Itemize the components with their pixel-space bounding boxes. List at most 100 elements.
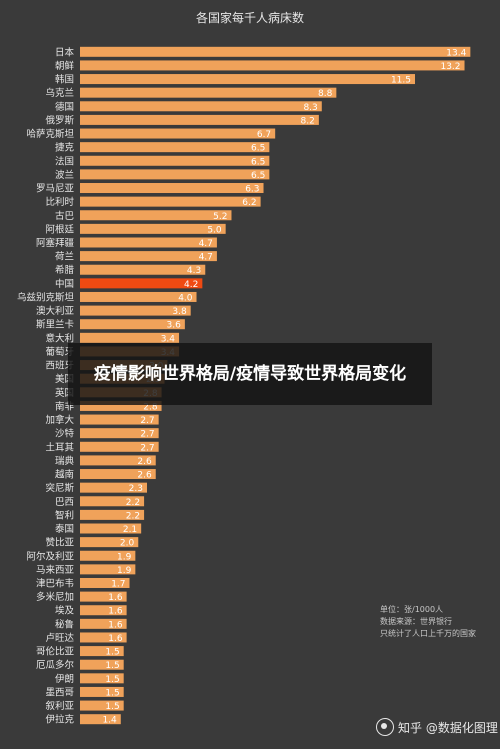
category-label: 叙利亚 (45, 700, 74, 712)
headline-text[interactable]: 疫情影响世界格局/疫情导致世界格局变化 (93, 364, 407, 384)
watermark-text: 知乎 @数据化图理 (398, 720, 498, 735)
bar (80, 210, 232, 221)
bar (80, 673, 124, 684)
category-label: 瑞典 (55, 455, 75, 467)
footnote-unit: 单位：张/1000人 (380, 605, 444, 614)
value-label: 6.5 (251, 171, 265, 181)
category-label: 越南 (55, 469, 74, 481)
value-label: 1.9 (117, 552, 132, 562)
value-label: 4.3 (187, 266, 201, 276)
bar (80, 155, 270, 166)
category-label: 厄瓜多尔 (36, 659, 75, 671)
bar (80, 537, 139, 548)
value-label: 13.4 (446, 48, 466, 58)
bar (80, 618, 127, 629)
footnote-source: 数据来源：世界银行 (380, 617, 452, 626)
category-label: 巴西 (55, 497, 74, 508)
bar (80, 128, 276, 139)
category-label: 阿塞拜疆 (36, 237, 75, 249)
value-label: 6.5 (251, 157, 265, 167)
category-label: 德国 (55, 101, 74, 113)
value-label: 3.8 (172, 307, 187, 317)
category-label: 阿尔及利亚 (26, 550, 74, 562)
category-label: 土耳其 (45, 441, 74, 453)
value-label: 1.5 (105, 648, 119, 658)
value-label: 1.5 (105, 675, 119, 685)
value-label: 1.5 (105, 661, 119, 671)
value-label: 1.4 (102, 716, 117, 726)
category-label: 葡萄牙 (45, 346, 74, 358)
value-label: 4.7 (199, 239, 213, 249)
value-label: 2.2 (126, 511, 140, 521)
category-label: 澳大利亚 (36, 305, 75, 317)
value-label: 1.5 (105, 702, 119, 712)
value-label: 2.7 (140, 416, 154, 426)
bar (80, 46, 471, 57)
category-label: 乌克兰 (45, 87, 74, 99)
category-label: 津巴布韦 (36, 577, 74, 589)
bar (80, 509, 145, 520)
value-label: 4.0 (178, 293, 193, 303)
value-label: 1.5 (105, 688, 119, 698)
category-label: 荷兰 (55, 251, 74, 263)
bar (80, 223, 226, 234)
value-label: 11.5 (391, 76, 411, 86)
bar (80, 550, 136, 561)
category-label: 波兰 (55, 169, 74, 181)
headline-banner[interactable]: 疫情影响世界格局/疫情导致世界格局变化 (68, 343, 432, 405)
bar (80, 577, 130, 588)
value-label: 2.8 (143, 402, 158, 412)
bar (80, 646, 124, 657)
bar (80, 169, 270, 180)
bar (80, 183, 264, 194)
category-label: 智利 (55, 509, 74, 521)
category-label: 中国 (55, 278, 74, 290)
value-label: 1.7 (111, 579, 125, 589)
bar (80, 659, 124, 670)
bar (80, 441, 159, 452)
category-label: 西班牙 (45, 360, 74, 372)
category-label: 马来西亚 (36, 565, 75, 576)
category-label: 韩国 (55, 74, 74, 86)
value-label: 5.0 (207, 225, 222, 235)
bar (80, 278, 203, 289)
value-label: 1.6 (108, 634, 123, 644)
value-label: 8.2 (301, 116, 315, 126)
value-label: 8.8 (318, 89, 333, 99)
category-label: 泰国 (55, 523, 74, 535)
value-label: 6.7 (257, 130, 271, 140)
category-label: 哥伦比亚 (36, 646, 75, 658)
bar (80, 591, 127, 602)
category-label: 希腊 (55, 264, 75, 276)
value-label: 1.6 (108, 620, 123, 630)
category-label: 加拿大 (45, 414, 74, 426)
category-label: 沙特 (55, 428, 75, 440)
bar (80, 714, 121, 725)
category-label: 乌兹别克斯坦 (17, 291, 75, 303)
bar (80, 74, 415, 85)
value-label: 5.2 (213, 212, 227, 222)
footnote-note: 只统计了人口上千万的国家 (380, 629, 476, 638)
bar (80, 291, 197, 302)
bar (80, 319, 185, 330)
bar (80, 632, 127, 643)
value-label: 6.2 (242, 198, 256, 208)
bar (80, 564, 136, 575)
bar (80, 264, 206, 275)
bar (80, 114, 319, 125)
value-label: 1.6 (108, 593, 123, 603)
bar (80, 196, 261, 207)
bar (80, 60, 465, 71)
category-label: 突尼斯 (45, 482, 74, 494)
zhihu-logo-icon (376, 718, 394, 736)
bar (80, 142, 270, 153)
value-label: 2.0 (120, 539, 135, 549)
category-label: 赞比亚 (45, 537, 74, 549)
value-label: 1.6 (108, 607, 123, 617)
bar (80, 400, 162, 411)
value-label: 2.6 (137, 471, 152, 481)
value-label: 2.7 (140, 430, 154, 440)
category-label: 卢旺达 (45, 632, 74, 644)
value-label: 6.3 (245, 185, 259, 195)
